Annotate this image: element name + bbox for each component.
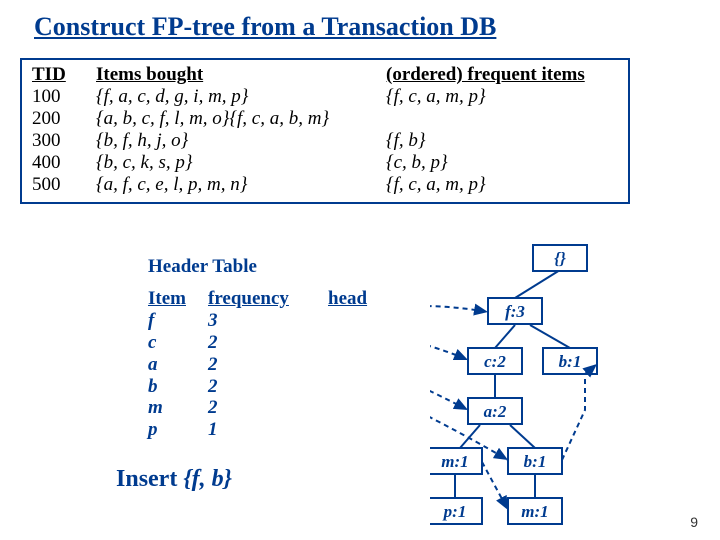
col-items: Items bought <box>96 64 386 86</box>
head-link <box>430 358 468 410</box>
transaction-table: TID Items bought (ordered) frequent item… <box>20 58 630 204</box>
ht-row: f3 <box>148 310 418 332</box>
tree-edge <box>530 325 570 348</box>
ht-row: b2 <box>148 376 418 398</box>
col-tid: TID <box>32 64 96 86</box>
svg-text:p:1: p:1 <box>442 502 467 521</box>
svg-text:b:1: b:1 <box>524 452 547 471</box>
svg-text:m:1: m:1 <box>521 502 548 521</box>
insert-action: Insert {f, b} <box>116 466 232 493</box>
tree-node-a2: a:2 <box>468 398 522 424</box>
table-row: 500 {a, f, c, e, l, p, m, n} {f, c, a, m… <box>32 174 618 196</box>
svg-text:m:1: m:1 <box>441 452 468 471</box>
tree-edge <box>515 270 560 298</box>
ht-row: p1 <box>148 419 418 441</box>
ht-col-head: head <box>328 288 367 310</box>
tree-edge <box>495 325 515 348</box>
tree-node-b1-lower: b:1 <box>508 448 562 474</box>
insert-prefix: Insert <box>116 466 183 492</box>
table-row: 200 {a, b, c, f, l, m, o}{f, c, a, b, m} <box>32 108 618 130</box>
svg-text:f:3: f:3 <box>505 302 525 321</box>
header-table: Header Table Item frequency head f3 c2 a… <box>148 256 418 441</box>
svg-text:c:2: c:2 <box>484 352 506 371</box>
table-row: 300 {b, f, h, j, o} {f, b} <box>32 130 618 152</box>
header-table-caption: Header Table <box>148 256 418 278</box>
insert-set: {f, b} <box>183 466 232 492</box>
ht-row: c2 <box>148 332 418 354</box>
svg-text:a:2: a:2 <box>484 402 507 421</box>
head-link <box>430 306 488 312</box>
tree-node-c2: c:2 <box>468 348 522 374</box>
tree-edge <box>510 425 535 448</box>
ht-col-item: Item <box>148 288 208 310</box>
tree-edge <box>460 425 480 448</box>
table-row: 100 {f, a, c, d, g, i, m, p} {f, c, a, m… <box>32 86 618 108</box>
svg-text:{}: {} <box>554 249 566 268</box>
tree-node-f3: f:3 <box>488 298 542 324</box>
tree-node-m1-right: m:1 <box>508 498 562 524</box>
tree-node-b1-upper: b:1 <box>543 348 597 374</box>
tree-node-root: {} <box>533 245 587 271</box>
tree-node-m1-left: m:1 <box>430 448 482 474</box>
fp-tree-diagram: {} f:3 c:2 b:1 a:2 m:1 b:1 p:1 m:1 <box>430 240 710 530</box>
svg-text:b:1: b:1 <box>559 352 582 371</box>
ht-row: a2 <box>148 354 418 376</box>
page-title: Construct FP-tree from a Transaction DB <box>34 12 496 42</box>
ht-col-freq: frequency <box>208 288 328 310</box>
tree-node-p1: p:1 <box>430 498 482 524</box>
head-link <box>562 364 597 460</box>
head-link <box>482 462 508 510</box>
head-link <box>430 335 468 360</box>
col-ordered: (ordered) frequent items <box>386 64 585 86</box>
ht-row: m2 <box>148 397 418 419</box>
table-row: 400 {b, c, k, s, p} {c, b, p} <box>32 152 618 174</box>
